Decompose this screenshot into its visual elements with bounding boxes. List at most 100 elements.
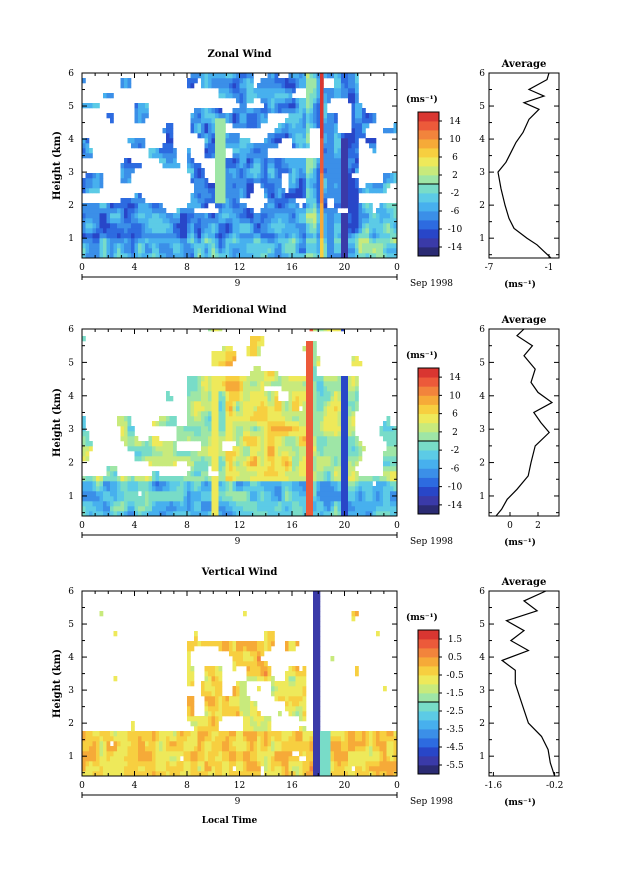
heatmap-cell — [194, 426, 198, 432]
heatmap-cell — [243, 218, 247, 224]
heatmap-cell — [299, 143, 303, 149]
heatmap-cell — [313, 228, 317, 234]
heatmap-cell — [313, 346, 317, 352]
heatmap-cell — [103, 253, 107, 259]
heatmap-cell — [250, 376, 254, 382]
heatmap-cell — [166, 496, 170, 502]
heatmap-cell — [274, 501, 279, 507]
heatmap-cell — [306, 491, 310, 497]
heatmap-cell — [201, 168, 205, 174]
heatmap-cell — [187, 501, 191, 507]
heatmap-cell — [267, 436, 272, 442]
heatmap-cell — [211, 756, 216, 762]
heatmap-cell — [225, 173, 230, 179]
heatmap-cell — [285, 426, 289, 432]
heatmap-cell — [222, 198, 226, 204]
heatmap-cell — [201, 183, 205, 189]
heatmap-cell — [232, 238, 237, 244]
heatmap-cell — [131, 721, 135, 727]
heatmap-cell — [218, 641, 223, 647]
heatmap-cell — [152, 476, 156, 482]
heatmap-cell — [229, 203, 233, 209]
heatmap-cell — [330, 218, 335, 224]
heatmap-cell — [243, 108, 247, 114]
heatmap-cell — [306, 486, 310, 492]
heatmap-cell — [120, 208, 125, 214]
heatmap-cell — [162, 228, 167, 234]
heatmap-cell — [330, 426, 335, 432]
heatmap-cell — [138, 756, 142, 762]
heatmap-cell — [99, 766, 104, 772]
heatmap-cell — [82, 233, 86, 239]
heatmap-cell — [341, 178, 345, 184]
heatmap-cell — [295, 223, 300, 229]
heatmap-cell — [334, 153, 338, 159]
heatmap-cell — [127, 233, 132, 239]
heatmap-cell — [187, 411, 191, 417]
heatmap-cell — [369, 228, 373, 234]
heatmap-cell — [316, 248, 321, 254]
heatmap-cell — [320, 163, 324, 169]
heatmap-cell — [106, 203, 111, 209]
heatmap-cell — [187, 148, 191, 154]
heatmap-cell — [379, 476, 384, 482]
heatmap-cell — [225, 243, 230, 249]
heatmap-cell — [288, 178, 293, 184]
heatmap-cell — [274, 83, 279, 89]
heatmap-cell — [253, 248, 258, 254]
colorbar-swatch — [418, 422, 439, 433]
heatmap-cell — [306, 341, 310, 347]
heatmap-cell — [194, 406, 198, 412]
heatmap-cell — [323, 396, 328, 402]
heatmap-cell — [386, 431, 391, 437]
heatmap-cell — [239, 143, 244, 149]
heatmap-cell — [330, 238, 335, 244]
heatmap-cell — [141, 476, 146, 482]
heatmap-cell — [106, 208, 111, 214]
heatmap-cell — [99, 736, 104, 742]
heatmap-cell — [180, 771, 184, 777]
heatmap-cell — [190, 716, 195, 722]
heatmap-cell — [309, 371, 314, 377]
heatmap-cell — [222, 88, 226, 94]
heatmap-cell — [239, 426, 244, 432]
heatmap-cell — [211, 421, 216, 427]
heatmap-cell — [323, 108, 328, 114]
heatmap-cell — [110, 476, 114, 482]
heatmap-cell — [253, 426, 258, 432]
heatmap-cell — [327, 501, 331, 507]
heatmap-cell — [260, 93, 265, 99]
heatmap-cell — [271, 501, 275, 507]
heatmap-cell — [99, 213, 104, 219]
heatmap-cell — [260, 113, 265, 119]
heatmap-cell — [218, 751, 223, 757]
heatmap-cell — [169, 461, 174, 467]
heatmap-cell — [166, 228, 170, 234]
heatmap-cell — [169, 223, 174, 229]
heatmap-cell — [85, 218, 90, 224]
heatmap-cell — [253, 223, 258, 229]
heatmap-cell — [236, 123, 240, 129]
heatmap-cell — [145, 501, 149, 507]
heatmap-cell — [117, 741, 121, 747]
heatmap-cell — [155, 233, 160, 239]
heatmap-cell — [313, 406, 317, 412]
heatmap-cell — [313, 436, 317, 442]
heatmap-cell — [218, 456, 223, 462]
heatmap-cell — [348, 223, 352, 229]
heatmap-cell — [285, 386, 289, 392]
heatmap-cell — [281, 203, 286, 209]
heatmap-cell — [334, 173, 338, 179]
heatmap-cell — [159, 741, 163, 747]
heatmap-cell — [288, 416, 293, 422]
heatmap-cell — [204, 491, 209, 497]
heatmap-cell — [390, 218, 394, 224]
heatmap-cell — [232, 108, 237, 114]
heatmap-cell — [222, 756, 226, 762]
heatmap-cell — [141, 138, 146, 144]
heatmap-cell — [309, 416, 314, 422]
heatmap-cell — [344, 376, 349, 382]
heatmap-cell — [358, 213, 363, 219]
heatmap-cell — [127, 761, 132, 767]
heatmap-cell — [246, 411, 251, 417]
